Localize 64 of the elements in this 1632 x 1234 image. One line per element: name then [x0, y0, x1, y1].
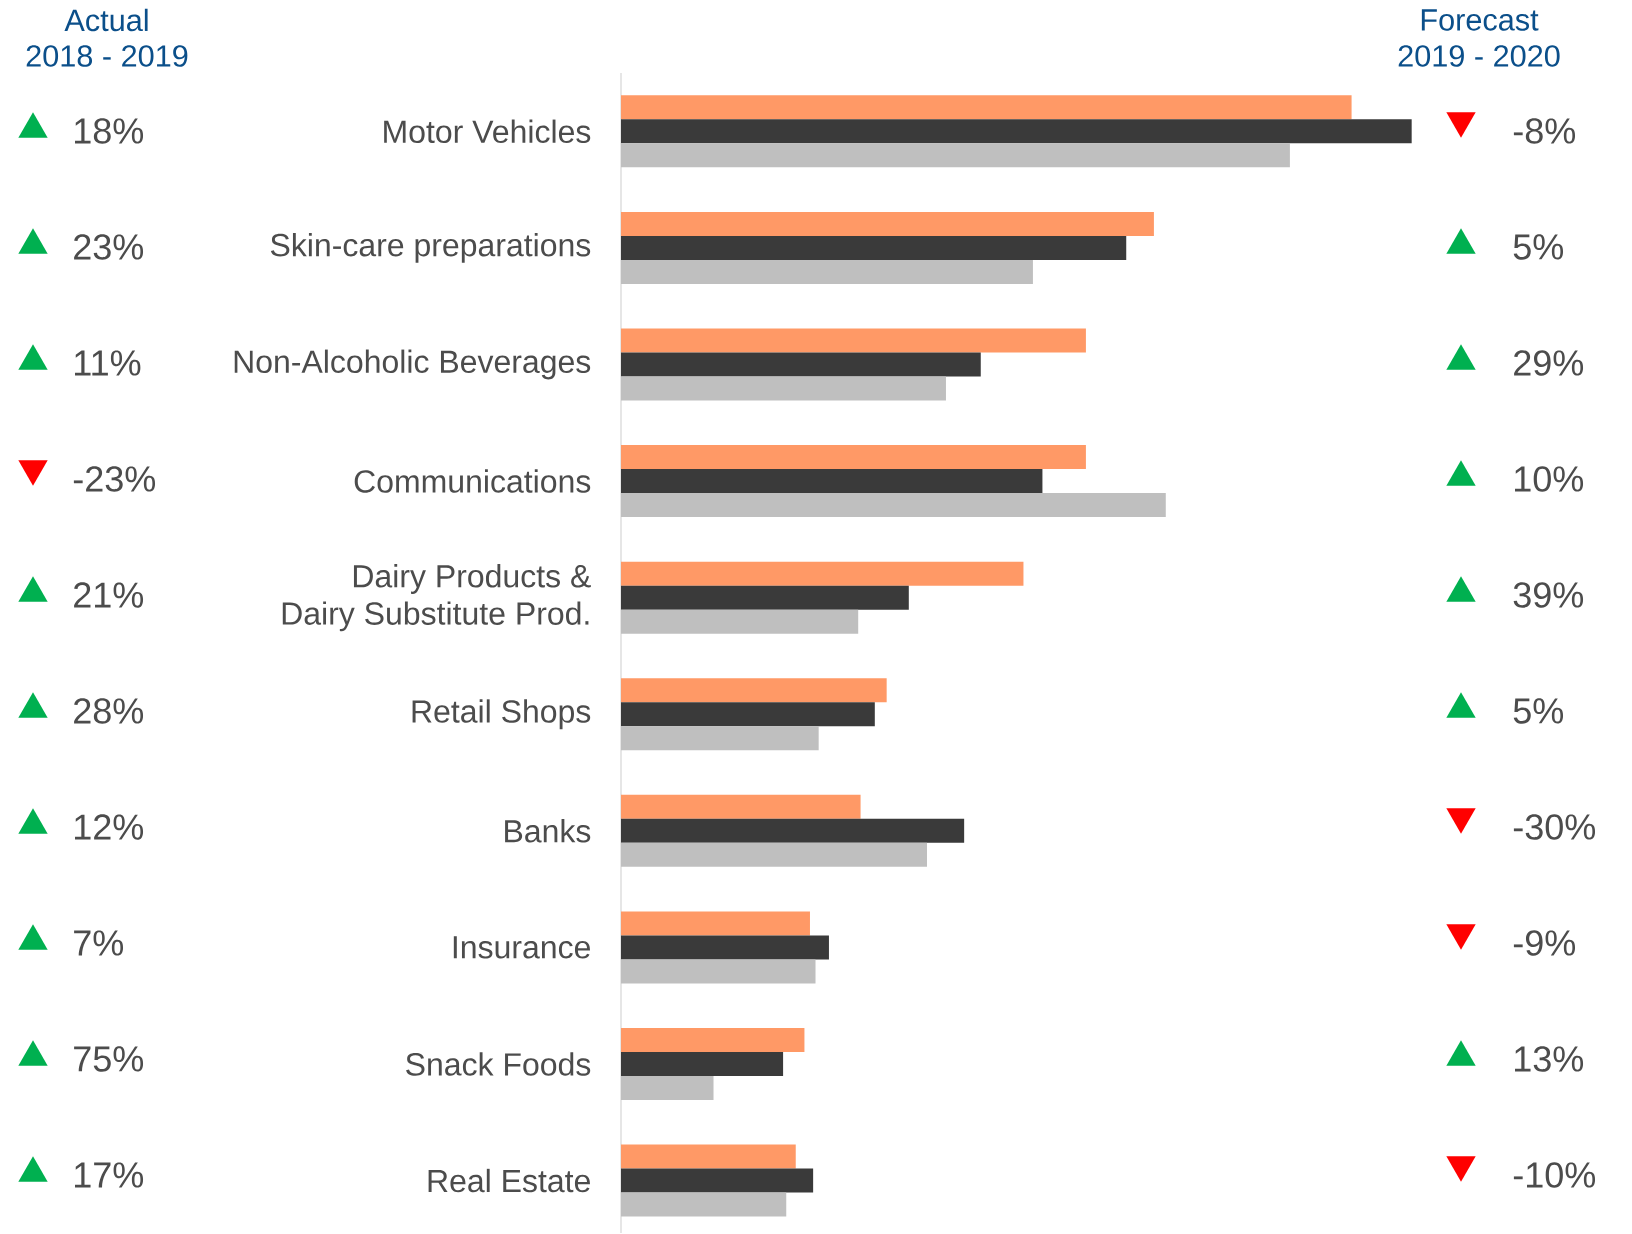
- bar: [621, 328, 1086, 353]
- text: -30%: [1513, 814, 1596, 840]
- text: 11%: [75, 350, 141, 376]
- y-tick-label: Dairy Products & Dairy Substitute Prod.: [282, 564, 591, 632]
- text: 13%: [1515, 1046, 1584, 1072]
- bar: [621, 469, 1043, 494]
- bar: [621, 259, 1033, 284]
- bar: [621, 911, 810, 936]
- text: 7%: [74, 930, 124, 956]
- text: 5%: [1513, 698, 1564, 724]
- bar: [621, 678, 887, 703]
- bar: [621, 143, 1290, 168]
- text: 17%: [75, 1162, 144, 1188]
- bar: [621, 235, 1127, 260]
- bar: [621, 1052, 784, 1077]
- y-tick-label: Snack Foods: [406, 1052, 591, 1076]
- text: 21%: [74, 582, 144, 608]
- y-tick-label: Non-Alcoholic Beverages: [234, 349, 591, 380]
- text: 23%: [74, 234, 144, 260]
- y-tick-label: Banks: [505, 819, 591, 843]
- bar: [621, 959, 816, 984]
- bar: [621, 493, 1166, 518]
- bar: [621, 561, 1024, 586]
- y-tick-label: Retail Shops: [412, 699, 591, 730]
- bar: [621, 376, 946, 401]
- text: 5%: [1513, 234, 1564, 260]
- bar: [621, 818, 965, 843]
- text: -8%: [1513, 118, 1576, 144]
- text: -10%: [1513, 1162, 1596, 1188]
- bar: [621, 1028, 805, 1053]
- bar: [621, 585, 909, 610]
- bar: [621, 794, 861, 819]
- text: Actual: [64, 8, 148, 32]
- bar: [621, 445, 1086, 470]
- y-tick-label: Communications: [354, 469, 591, 493]
- text: 2018 - 2019: [26, 45, 188, 67]
- bar: [621, 1168, 814, 1193]
- text: 2019 - 2020: [1398, 45, 1560, 67]
- bar: [621, 842, 927, 867]
- text: 28%: [74, 698, 144, 724]
- bar: [621, 1144, 796, 1169]
- text: 10%: [1515, 466, 1584, 492]
- text: -23%: [73, 466, 156, 492]
- bar: [621, 211, 1154, 236]
- y-tick-label: Motor Vehicles: [384, 119, 591, 144]
- text: 75%: [74, 1046, 144, 1072]
- text: 29%: [1514, 350, 1584, 376]
- bar: [621, 609, 859, 634]
- bar: [621, 702, 875, 727]
- bar: [621, 726, 819, 751]
- bar: [621, 119, 1412, 144]
- y-tick-label: Insurance: [453, 936, 590, 959]
- bar: [621, 1076, 714, 1101]
- text: 12%: [75, 814, 144, 840]
- bar: [621, 935, 829, 960]
- text: 39%: [1513, 582, 1584, 608]
- text: -9%: [1513, 930, 1576, 956]
- y-tick-label: Real Estate: [428, 1168, 590, 1193]
- y-tick-label: Skin-care preparations: [270, 233, 591, 263]
- text: Forecast: [1421, 9, 1539, 31]
- text: 18%: [75, 118, 144, 144]
- bar: [621, 352, 981, 377]
- bar: [621, 95, 1352, 120]
- bar: [621, 1192, 787, 1217]
